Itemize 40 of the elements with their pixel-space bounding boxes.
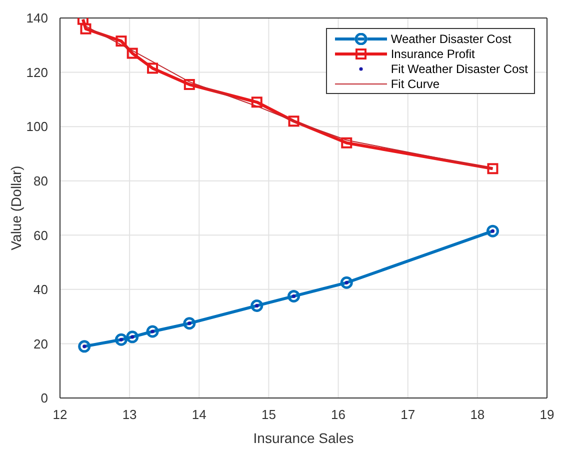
- x-tick-label: 18: [470, 407, 485, 422]
- legend-label: Insurance Profit: [390, 46, 475, 60]
- x-tick-label: 14: [192, 407, 206, 422]
- point: [147, 62, 158, 74]
- y-tick-label: 20: [34, 336, 48, 352]
- point: [288, 116, 300, 127]
- point: [250, 299, 264, 312]
- point: [288, 290, 300, 302]
- point: [487, 163, 498, 174]
- y-tick-label: 140: [26, 10, 48, 26]
- point: [486, 224, 499, 238]
- point: [126, 48, 138, 59]
- y-tick-label: 0: [40, 390, 48, 406]
- x-tick-label: 13: [122, 407, 137, 422]
- y-tick-label: 120: [26, 64, 48, 80]
- legend-label: Fit Weather Disaster Cost: [390, 62, 528, 76]
- point: [114, 333, 128, 346]
- legend-label: Weather Disaster Cost: [390, 32, 512, 46]
- point: [80, 23, 92, 34]
- point: [126, 330, 139, 344]
- y-tick-label: 80: [34, 173, 48, 188]
- x-axis-title: Insurance Sales: [253, 430, 354, 446]
- y-axis-title: Value (Dollar): [8, 166, 24, 250]
- y-tick-label: 100: [26, 119, 48, 134]
- x-tick-label: 15: [261, 407, 276, 422]
- point: [116, 36, 127, 47]
- point: [184, 79, 195, 90]
- x-tick-label: 17: [400, 407, 416, 422]
- point: [146, 325, 159, 338]
- point: [341, 137, 352, 148]
- point: [251, 96, 262, 108]
- x-tick-label: 12: [52, 407, 68, 422]
- point: [78, 340, 91, 353]
- legend-label: Fit Curve: [390, 76, 440, 90]
- point: [183, 317, 196, 330]
- point: [340, 276, 353, 289]
- x-tick-label: 16: [331, 407, 346, 422]
- x-tick-label: 19: [540, 407, 554, 422]
- y-tick-label: 40: [34, 282, 48, 298]
- y-tick-label: 60: [34, 228, 48, 243]
